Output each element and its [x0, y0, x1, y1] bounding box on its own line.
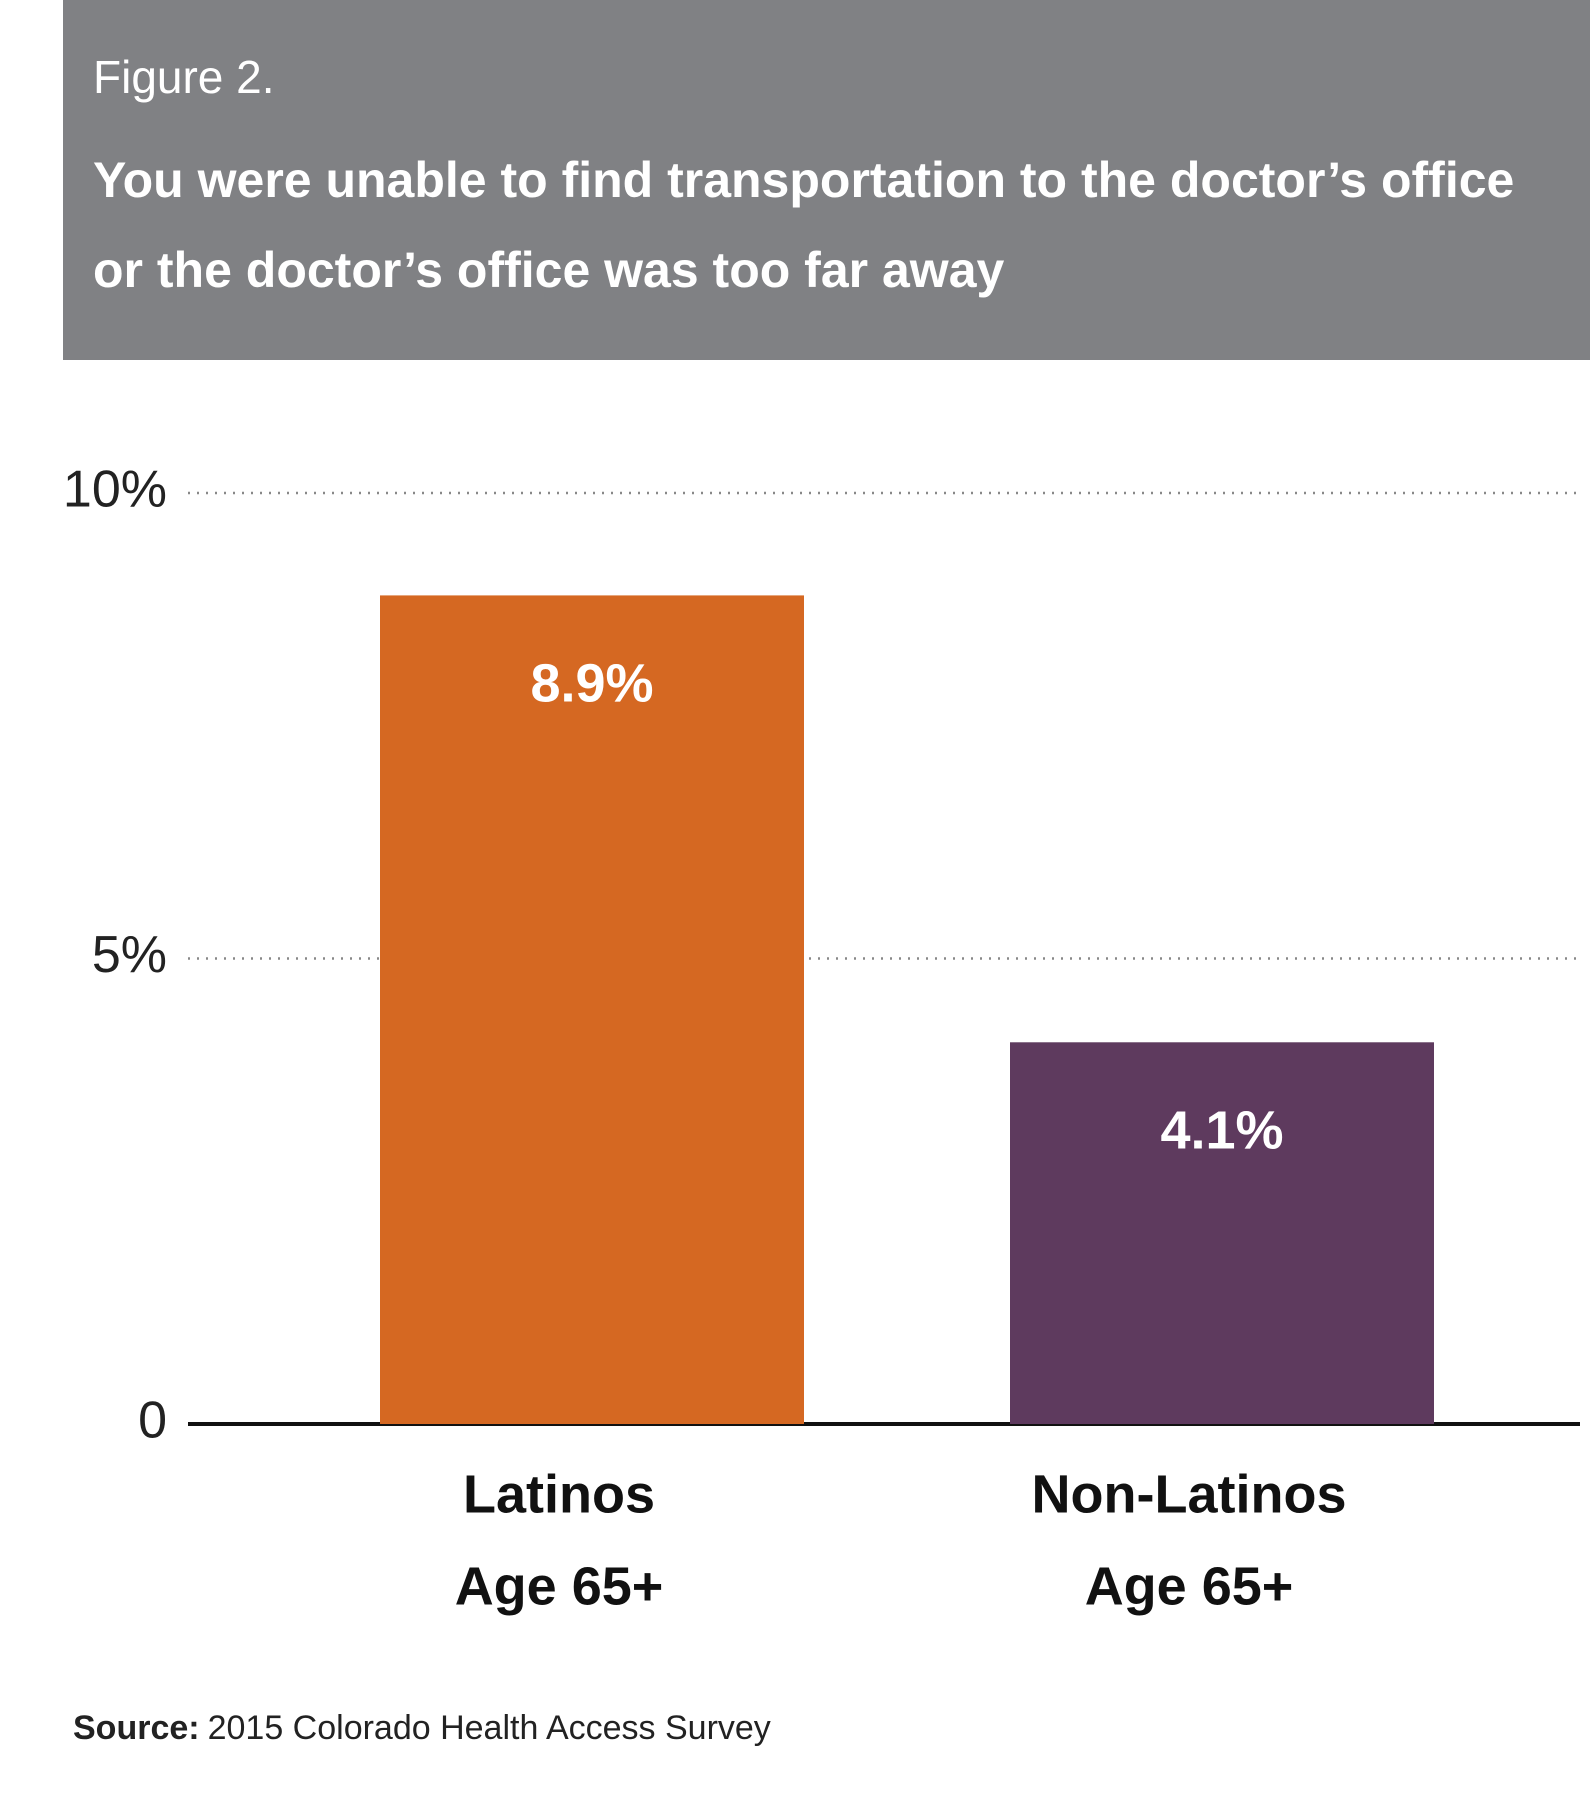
- x-tick-label: Age 65+: [455, 1556, 664, 1616]
- source: Source: 2015 Colorado Health Access Surve…: [73, 1709, 771, 1747]
- chart-title: or the doctor’s office was too far away: [93, 242, 1004, 298]
- figure-label: Figure 2.: [93, 51, 275, 103]
- source-text: 2015 Colorado Health Access Survey: [208, 1709, 771, 1747]
- bar: [380, 595, 804, 1424]
- x-tick-label: Latinos: [463, 1464, 655, 1524]
- y-tick-label: 5%: [92, 926, 167, 984]
- value-label: 8.9%: [530, 654, 653, 714]
- x-tick-label: Age 65+: [1085, 1556, 1294, 1616]
- source-label: Source:: [73, 1709, 200, 1747]
- y-tick-label: 10%: [63, 461, 167, 519]
- chart-title: You were unable to find transportation t…: [93, 152, 1514, 208]
- header-band: [63, 0, 1590, 360]
- bar: [1010, 1042, 1434, 1424]
- value-label: 4.1%: [1160, 1101, 1283, 1161]
- y-tick-label: 0: [138, 1392, 167, 1450]
- x-tick-label: Non-Latinos: [1032, 1464, 1347, 1524]
